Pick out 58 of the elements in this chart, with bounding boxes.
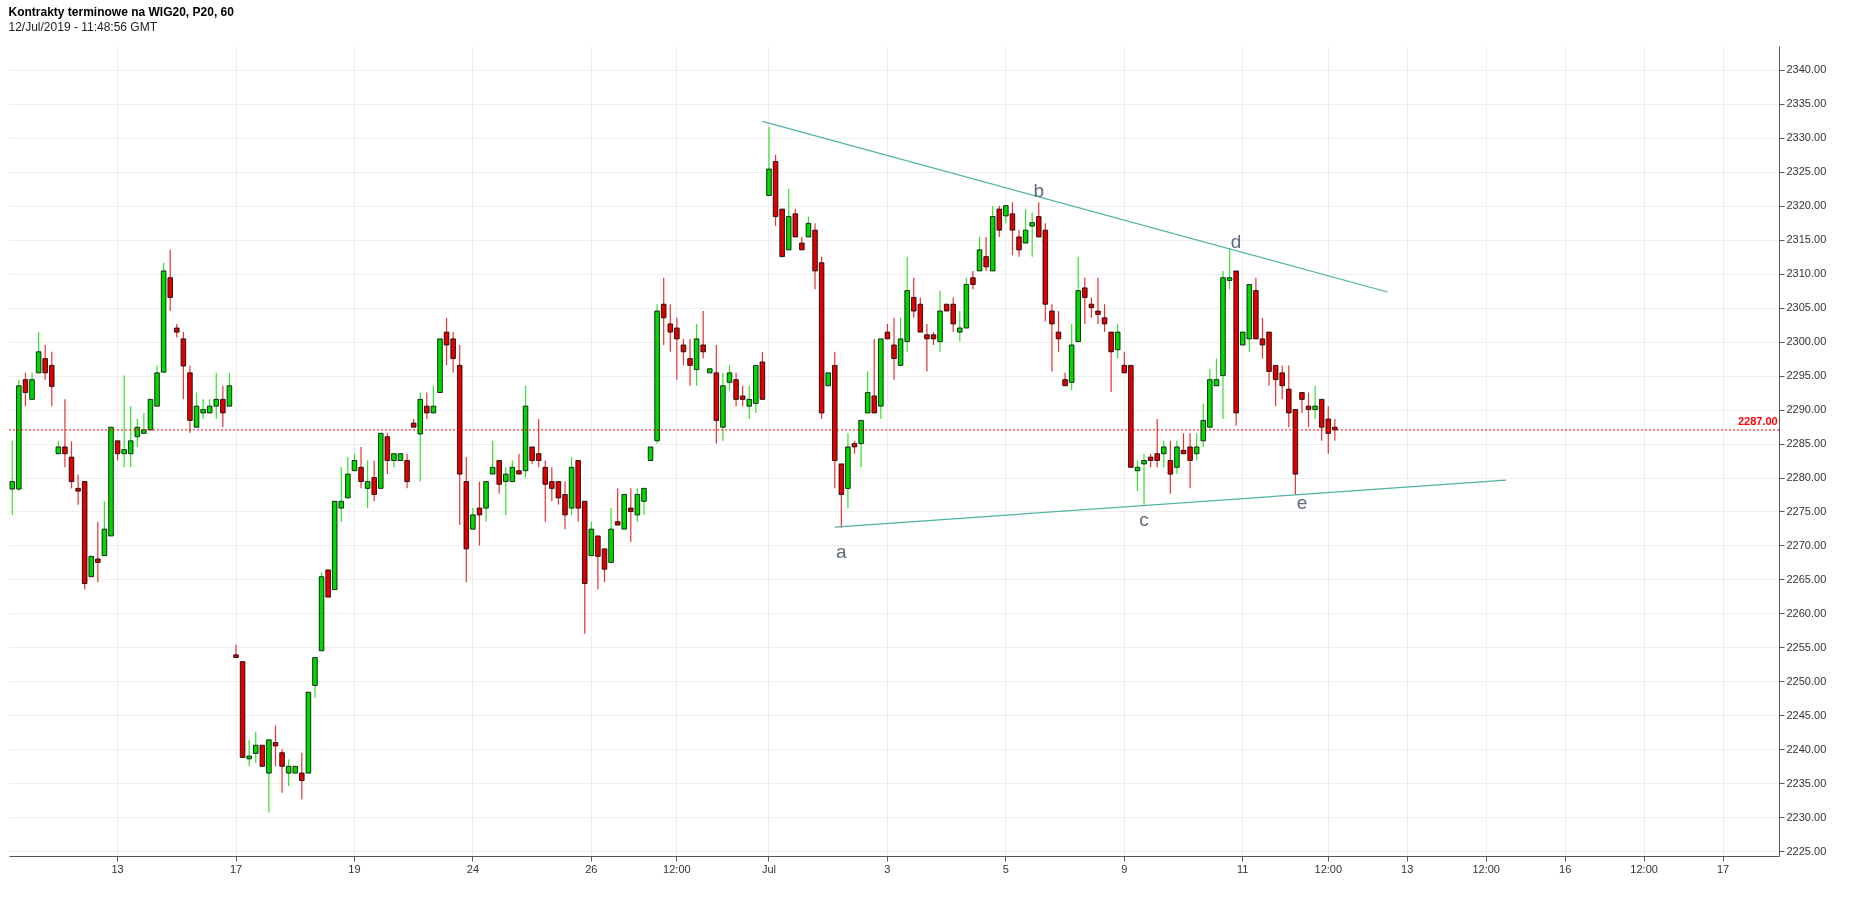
- annotation: e: [1296, 492, 1308, 514]
- y-tick-label: 2310.00: [1786, 267, 1827, 280]
- candlestick: [1101, 303, 1108, 333]
- annotation: a: [836, 541, 848, 563]
- y-tick-label: 2320.00: [1786, 199, 1827, 212]
- chart-subtitle: 12/Jul/2019 - 11:48:56 GMT: [8, 20, 158, 34]
- x-tick-label: 12:00: [1472, 862, 1500, 875]
- y-tick-label: 2280.00: [1786, 471, 1827, 483]
- candlestick: [233, 644, 239, 659]
- chart-title: Kontrakty terminowe na WIG20, P20, 60: [8, 5, 235, 19]
- annotation: b: [1033, 179, 1045, 201]
- x-tick-label: 9: [1121, 862, 1128, 875]
- y-tick-label: 2260.00: [1786, 606, 1827, 619]
- y-tick-label: 2235.00: [1786, 776, 1827, 789]
- x-tick-label: 16: [1559, 862, 1572, 875]
- x-tick-label: 24: [466, 862, 480, 875]
- candlestick: [1299, 391, 1305, 414]
- x-tick-label: 17: [229, 862, 243, 875]
- candlestick: [345, 456, 351, 499]
- x-tick-label: 5: [1002, 862, 1009, 875]
- candlestick: [1095, 277, 1101, 325]
- ref-line-label: 2287.00: [1737, 414, 1778, 427]
- x-tick-label: 17: [1716, 862, 1730, 875]
- y-tick-label: 2290.00: [1786, 403, 1827, 416]
- y-tick-label: 2285.00: [1786, 437, 1827, 450]
- y-tick-label: 2270.00: [1786, 538, 1827, 551]
- x-tick-label: 26: [585, 862, 598, 875]
- x-tick-label: 13: [111, 862, 124, 875]
- candlestick: [1088, 296, 1095, 319]
- candlestick: [1055, 310, 1062, 353]
- x-tick-label: 12:00: [1630, 862, 1658, 875]
- x-tick-label: 3: [884, 862, 891, 875]
- y-tick-label: 2250.00: [1786, 674, 1827, 687]
- candlestick: [1049, 303, 1055, 373]
- y-tick-label: 2330.00: [1786, 131, 1827, 144]
- annotation: c: [1139, 509, 1149, 531]
- x-tick-label: 12:00: [1314, 862, 1343, 875]
- x-tick-label: Jul: [761, 862, 777, 875]
- x-tick-label: 11: [1237, 862, 1249, 875]
- y-tick-label: 2325.00: [1786, 165, 1827, 178]
- y-tick-label: 2305.00: [1786, 301, 1827, 314]
- y-tick-label: 2245.00: [1786, 708, 1827, 721]
- y-tick-label: 2275.00: [1786, 504, 1827, 517]
- candlestick: [680, 338, 687, 366]
- y-tick-label: 2300.00: [1786, 335, 1827, 348]
- y-tick-label: 2315.00: [1786, 233, 1827, 246]
- y-tick-label: 2295.00: [1786, 369, 1827, 382]
- annotation: d: [1230, 230, 1242, 252]
- y-tick-label: 2230.00: [1786, 810, 1827, 823]
- x-tick-label: 19: [348, 862, 361, 875]
- y-tick-label: 2265.00: [1786, 572, 1827, 585]
- y-tick-label: 2255.00: [1786, 640, 1827, 653]
- y-tick-label: 2335.00: [1786, 97, 1827, 110]
- x-tick-label: 12:00: [663, 862, 691, 875]
- y-tick-label: 2240.00: [1786, 742, 1827, 755]
- y-tick-label: 2340.00: [1786, 63, 1827, 76]
- y-tick-label: 2225.00: [1786, 844, 1827, 857]
- x-tick-label: 13: [1401, 862, 1414, 875]
